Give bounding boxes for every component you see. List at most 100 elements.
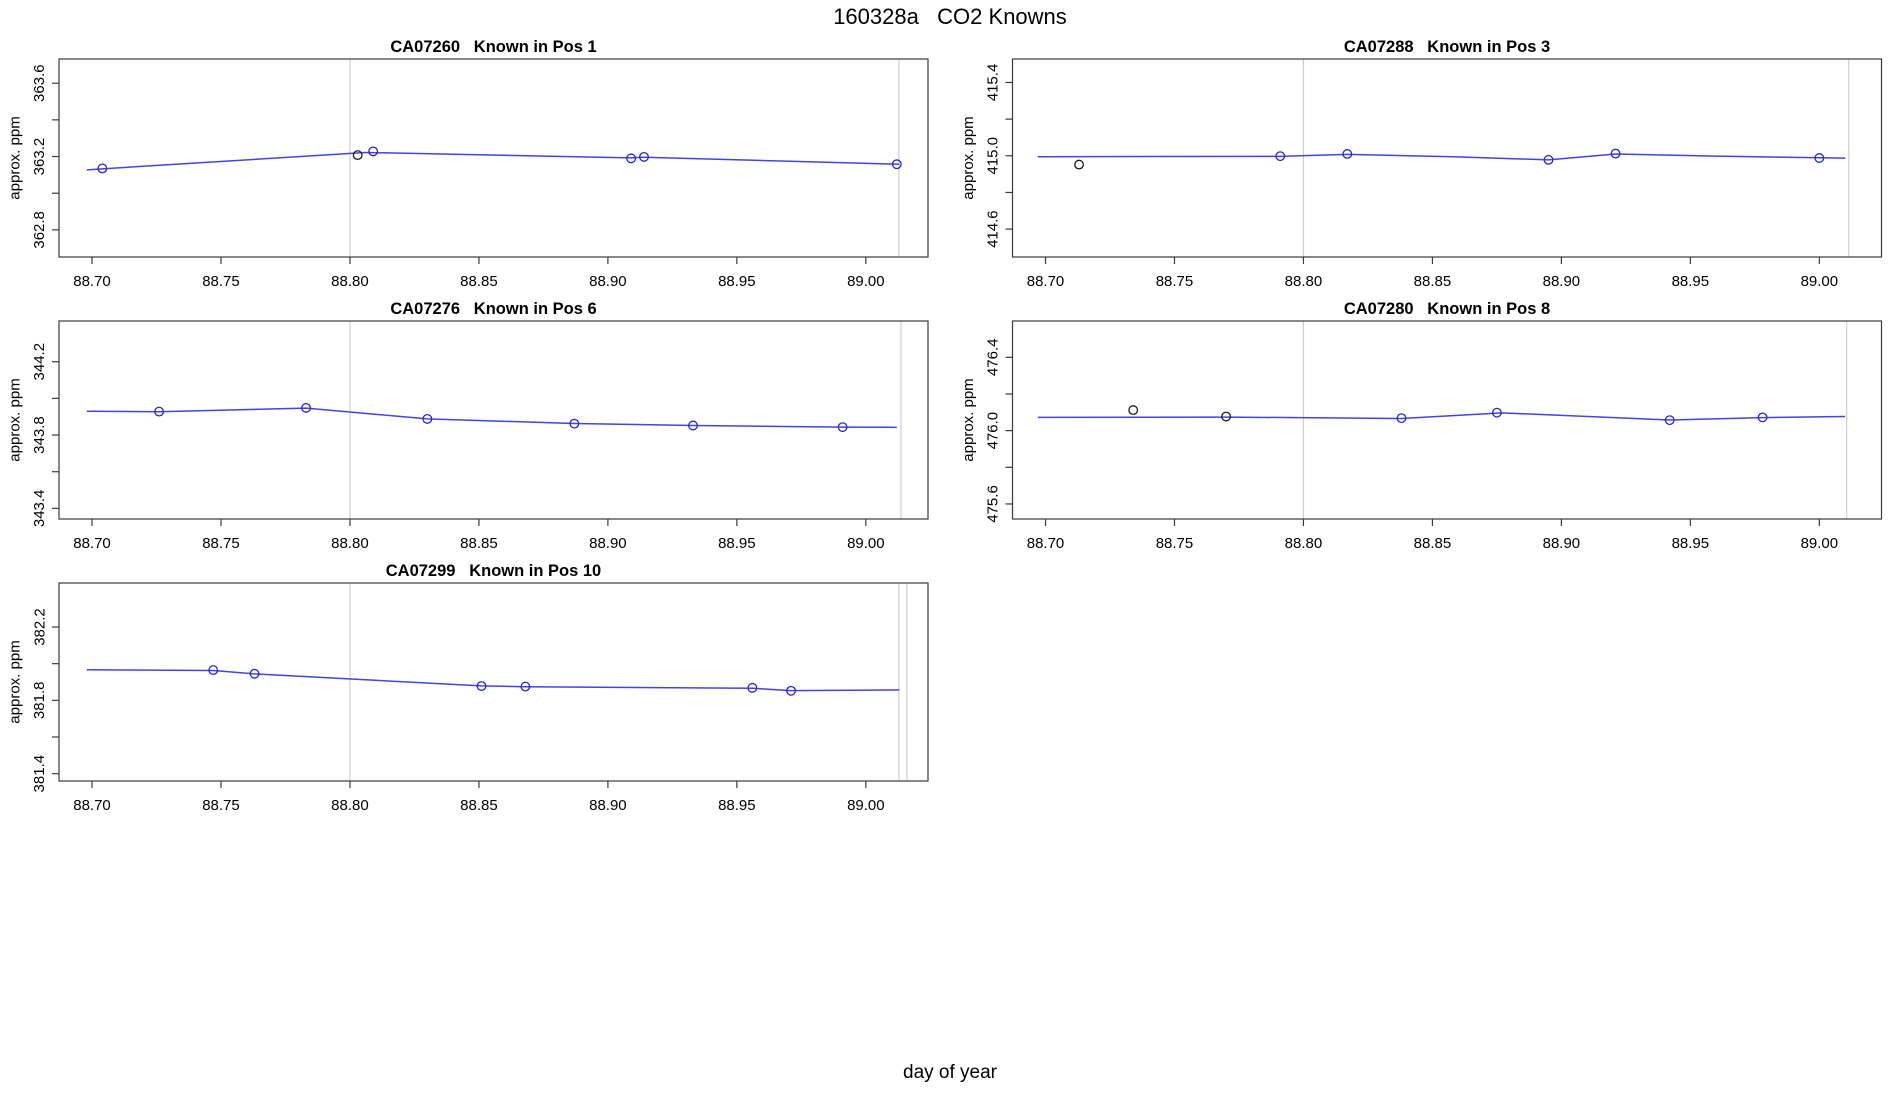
data-point — [422, 413, 433, 424]
y-axis-label: approx. ppm — [6, 640, 23, 723]
plot-title: CA07276 Known in Pos 6 — [390, 300, 596, 318]
x-tick-label: 89.00 — [1801, 535, 1839, 552]
data-point — [520, 681, 531, 692]
x-tick-label: 88.95 — [1672, 273, 1710, 290]
y-axis-label: approx. ppm — [6, 378, 23, 461]
chart-CA07276: 88.70 88.75 88.80 88.85 88.90 88.95 89.00 344.2… — [6, 300, 929, 552]
y-tick-label: 343.4 — [31, 490, 48, 528]
x-tick-label: 88.85 — [1414, 273, 1452, 290]
x-tick-label: 88.80 — [1285, 273, 1323, 290]
y-axis-label: approx. ppm — [6, 116, 23, 199]
x-tick-label: 88.85 — [460, 535, 498, 552]
x-tick-label: 88.80 — [331, 535, 369, 552]
data-point — [476, 681, 487, 691]
x-tick-label: 88.80 — [1285, 535, 1323, 552]
x-tick-label: 88.90 — [589, 797, 627, 814]
x-tick-label: 88.70 — [73, 273, 111, 290]
x-tick-label: 88.85 — [460, 797, 498, 814]
plot-title: CA07260 Known in Pos 1 — [390, 38, 596, 56]
x-tick-label: 88.70 — [1027, 535, 1065, 552]
data-point — [97, 163, 108, 174]
x-tick-label: 89.00 — [1801, 273, 1839, 290]
x-tick-label: 88.85 — [460, 273, 498, 290]
chart-CA07260: 88.70 88.75 88.80 88.85 88.90 88.95 89.00 363.6… — [6, 38, 929, 290]
data-point — [639, 151, 649, 162]
data-point — [1275, 151, 1286, 162]
data-point — [1610, 148, 1621, 159]
x-tick-label: 88.95 — [718, 273, 756, 290]
y-tick-label: 343.8 — [31, 416, 48, 454]
data-point — [1221, 411, 1232, 422]
plot-title: CA07299 Known in Pos 10 — [386, 562, 601, 580]
y-tick-label: 414.6 — [985, 210, 1002, 248]
data-point — [569, 418, 580, 429]
data-point — [688, 420, 698, 431]
y-axis-label: approx. ppm — [960, 116, 977, 199]
data-point — [1757, 412, 1768, 423]
data-point — [1074, 159, 1084, 170]
plot-box — [1011, 58, 1883, 258]
plot-title: CA07280 Known in Pos 8 — [1344, 300, 1550, 318]
data-point — [1396, 413, 1407, 424]
x-tick-label: 88.70 — [73, 797, 111, 814]
y-tick-label: 363.2 — [31, 138, 48, 176]
x-tick-label: 88.95 — [718, 797, 756, 814]
data-point — [1128, 405, 1139, 416]
data-point — [368, 146, 379, 157]
x-tick-label: 88.85 — [1414, 535, 1452, 552]
y-tick-label: 363.6 — [31, 64, 48, 102]
series-line — [86, 151, 900, 171]
x-tick-label: 88.80 — [331, 273, 369, 290]
data-point — [747, 682, 758, 693]
data-point — [891, 159, 902, 170]
x-tick-label: 88.75 — [1156, 535, 1194, 552]
x-tick-label: 88.95 — [718, 535, 756, 552]
x-tick-label: 88.80 — [331, 797, 369, 814]
data-point — [626, 153, 637, 164]
x-tick-label: 89.00 — [847, 797, 885, 814]
data-point — [786, 685, 796, 696]
plot-box — [58, 582, 929, 782]
plot-title: CA07288 Known in Pos 3 — [1344, 38, 1550, 56]
data-point — [1814, 153, 1825, 163]
series-line — [86, 407, 897, 429]
y-tick-label: 381.4 — [31, 755, 48, 793]
chart-CA07288: 88.70 88.75 88.80 88.85 88.90 88.95 89.00 415.4… — [960, 38, 1883, 290]
plot-box — [58, 320, 929, 520]
data-point — [352, 150, 363, 161]
x-tick-label: 88.95 — [1672, 535, 1710, 552]
y-tick-label: 381.8 — [31, 682, 48, 720]
x-tick-label: 89.00 — [847, 273, 885, 290]
data-point — [1342, 149, 1353, 159]
y-tick-label: 415.4 — [985, 64, 1002, 102]
x-tick-label: 88.90 — [1543, 535, 1581, 552]
x-tick-label: 88.70 — [73, 535, 111, 552]
x-tick-label: 88.70 — [1027, 273, 1065, 290]
data-point — [1664, 415, 1675, 426]
y-tick-label: 476.4 — [985, 339, 1002, 377]
plot-box — [58, 58, 929, 258]
x-tick-label: 88.90 — [589, 273, 627, 290]
data-point — [208, 665, 219, 676]
plot-box — [1011, 320, 1883, 520]
data-point — [154, 406, 165, 417]
y-tick-label: 415.0 — [985, 137, 1002, 175]
x-tick-label: 88.90 — [589, 535, 627, 552]
y-tick-label: 362.8 — [31, 211, 48, 249]
chart-CA07299: 88.70 88.75 88.80 88.85 88.90 88.95 89.00 382.2… — [6, 562, 929, 814]
x-tick-label: 89.00 — [847, 535, 885, 552]
series-line — [86, 668, 900, 692]
x-tick-label: 88.75 — [202, 535, 240, 552]
data-point — [1543, 154, 1554, 165]
y-axis-label: approx. ppm — [960, 378, 977, 461]
data-point — [1491, 407, 1502, 418]
x-tick-label: 88.75 — [202, 797, 240, 814]
y-tick-label: 382.2 — [31, 608, 48, 646]
chart-CA07280: 88.70 88.75 88.80 88.85 88.90 88.95 89.00 476.4… — [960, 300, 1883, 552]
data-point — [301, 402, 312, 413]
data-point — [249, 668, 260, 679]
series-line — [1037, 153, 1846, 161]
x-tick-label: 88.75 — [1156, 273, 1194, 290]
